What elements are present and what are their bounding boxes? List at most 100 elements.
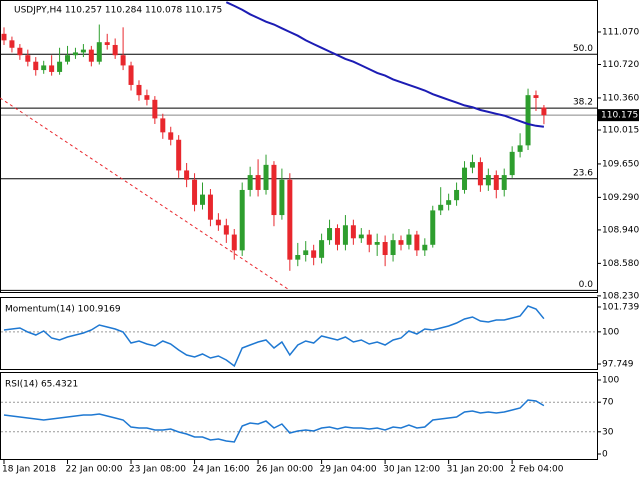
candle-body	[247, 175, 253, 190]
candle-body	[485, 175, 491, 186]
y-tick-label: 111.070	[602, 27, 639, 37]
y-tick-label: 110.360	[602, 93, 639, 103]
y-tick-label: 100	[602, 327, 619, 337]
y-tick-label: 0	[602, 450, 608, 460]
y-tick-label: 100	[602, 375, 619, 385]
candle-body	[271, 164, 277, 216]
momentum-panel	[0, 297, 598, 370]
candle-body	[438, 204, 444, 211]
candle-body	[120, 55, 126, 66]
candle-body	[382, 242, 388, 256]
candle-body	[41, 65, 47, 71]
candle-body	[319, 240, 325, 258]
candle-body	[462, 167, 468, 190]
candle-body	[1, 33, 7, 41]
candle-body	[525, 95, 531, 146]
candle-body	[49, 65, 55, 72]
candle-body	[184, 170, 190, 180]
candle-body	[533, 95, 539, 98]
candle-body	[57, 61, 63, 72]
candle-body	[303, 250, 309, 256]
candle-body	[446, 200, 452, 205]
candle-body	[255, 175, 261, 190]
candle-body	[72, 52, 78, 56]
x-tick-label: 31 Jan 20:00	[447, 465, 504, 475]
candle-body	[493, 175, 499, 190]
candle-body	[112, 44, 118, 56]
candle-body	[469, 162, 475, 168]
candle-body	[88, 49, 94, 62]
candle-body	[9, 40, 15, 48]
candle-body	[327, 228, 333, 241]
level-label: 38.2	[573, 98, 593, 108]
candle-body	[128, 65, 134, 85]
candle-body	[358, 234, 364, 239]
candle-body	[17, 47, 23, 56]
rsi-title: RSI(14) 65.4321	[5, 380, 78, 390]
level-label: 0.0	[579, 280, 594, 290]
x-tick-label: 26 Jan 00:00	[256, 465, 313, 475]
x-tick-label: 29 Jan 04:00	[320, 465, 377, 475]
candle-body	[430, 210, 436, 245]
y-tick-label: 70	[602, 398, 614, 408]
candle-body	[311, 250, 317, 258]
rsi-panel	[0, 372, 598, 460]
x-tick-label: 24 Jan 16:00	[193, 465, 250, 475]
y-tick-label: 97.749	[602, 360, 634, 370]
candle-body	[200, 194, 205, 205]
candle-body	[152, 99, 158, 119]
y-tick-label: 101.739	[602, 303, 639, 313]
y-tick-label: 108.230	[602, 291, 639, 301]
candle-body	[287, 179, 293, 260]
candle-body	[176, 139, 182, 171]
trendline	[0, 97, 291, 291]
candle-body	[334, 228, 340, 245]
candle-body	[366, 234, 372, 245]
y-tick-label: 110.015	[602, 126, 639, 136]
candle-body	[342, 225, 348, 245]
chart-title: USDJPY,H4 110.257 110.284 110.078 110.17…	[14, 6, 222, 16]
candle-body	[263, 164, 269, 190]
candle-body	[279, 179, 285, 216]
candle-body	[239, 189, 245, 251]
candle-body	[477, 162, 483, 186]
candle-body	[192, 179, 198, 205]
candle-body	[517, 145, 523, 152]
candle-body	[406, 234, 412, 245]
y-tick-label: 30	[602, 427, 614, 437]
candle-body	[541, 107, 547, 116]
x-tick-label: 22 Jan 00:00	[66, 465, 123, 475]
candle-body	[104, 42, 110, 45]
candle-body	[207, 194, 213, 220]
candle-body	[398, 240, 404, 245]
indicator-line	[3, 399, 545, 443]
last-price-label: 110.175	[601, 111, 638, 121]
candle-body	[501, 175, 507, 190]
candle-body	[136, 84, 142, 96]
candle-body	[454, 189, 460, 201]
candle-body	[295, 255, 301, 260]
candle-body	[223, 225, 229, 235]
y-tick-label: 108.580	[602, 259, 639, 269]
candle-body	[160, 118, 166, 133]
x-tick-label: 30 Jan 12:00	[383, 465, 440, 475]
candle-body	[33, 61, 39, 71]
main-panel	[0, 0, 598, 293]
indicator-line	[3, 305, 545, 368]
y-tick-label: 108.940	[602, 225, 639, 235]
candle-body	[168, 132, 174, 140]
candle-body	[509, 151, 515, 176]
candle-body	[96, 42, 102, 62]
momentum-title: Momentum(14) 100.9169	[5, 305, 121, 315]
level-label: 23.6	[573, 168, 593, 178]
candle-body	[414, 234, 420, 251]
x-tick-label: 23 Jan 08:00	[129, 465, 186, 475]
y-tick-label: 109.290	[602, 193, 639, 203]
candle-body	[215, 219, 221, 226]
candle-body	[390, 240, 396, 256]
candle-body	[422, 244, 428, 251]
candle-body	[80, 49, 86, 53]
x-tick-label: 18 Jan 2018	[2, 465, 56, 475]
